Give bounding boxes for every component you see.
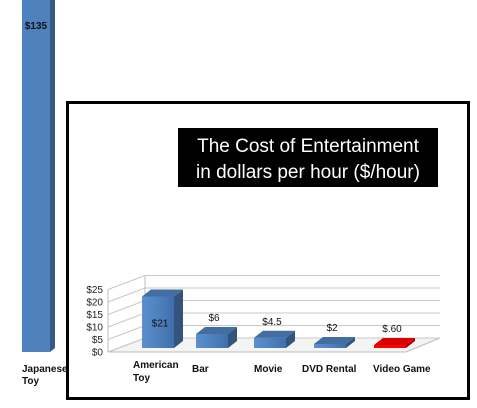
- bar-front: [254, 337, 286, 348]
- bar-side: [174, 289, 183, 348]
- category-label: American Toy: [133, 360, 179, 384]
- bar-value-label: $4.5: [262, 317, 282, 328]
- category-label: Bar: [192, 364, 209, 375]
- japanese-toy-bar: [22, 0, 50, 352]
- y-tick-label: $25: [86, 285, 103, 296]
- bar-value-label: $2: [326, 323, 338, 334]
- bar-5: $.60: [374, 324, 415, 348]
- japanese-toy-category-line-2: Toy: [22, 376, 39, 387]
- bar-side: [286, 330, 295, 348]
- bar-3: $4.5: [254, 317, 295, 348]
- bar-value-label: $6: [208, 313, 220, 324]
- y-tick-label: $20: [86, 298, 103, 309]
- bars: $21 $6 $4.5 $2 $.60: [142, 289, 415, 348]
- bar-1: $21: [142, 289, 183, 348]
- bar-top: [142, 289, 183, 297]
- japanese-toy-category-line-1: Japanese: [22, 364, 68, 375]
- bar-top: [314, 337, 355, 344]
- japanese-toy-category-label: Japanese Toy: [22, 364, 70, 387]
- category-label: Movie: [254, 364, 283, 375]
- y-tick-label: $15: [86, 310, 103, 321]
- bar-4: $2: [314, 323, 355, 348]
- bar-top: [196, 327, 237, 334]
- chart-title-box: [178, 128, 438, 187]
- bar-front: [374, 345, 406, 348]
- bar-front: [196, 334, 228, 348]
- bar-top: [254, 330, 295, 338]
- japanese-toy-bar-side: [50, 0, 55, 352]
- japanese-toy-value-label: $135: [25, 21, 48, 32]
- bar-2: $6: [196, 313, 237, 348]
- bar-value-label: $21: [152, 319, 169, 330]
- category-label: DVD Rental: [302, 364, 357, 375]
- y-tick-label: $5: [92, 335, 104, 346]
- japanese-toy-chart: $135 Japanese Toy: [22, 0, 70, 387]
- bar-front: [314, 344, 346, 348]
- chart-title-line-1: The Cost of Entertainment: [197, 136, 419, 157]
- bar-front: [142, 296, 174, 348]
- category-labels: American Toy Bar Movie DVD Rental Video Game: [133, 360, 431, 384]
- category-label: Video Game: [373, 364, 431, 375]
- bar-side: [406, 338, 415, 348]
- y-tick-label: $0: [92, 348, 104, 359]
- entertainment-cost-chart: $0 $5$10 $15$20 $25 $21 $6 $4.5 $2 $.60 America…: [86, 128, 441, 384]
- bar-value-label: $.60: [382, 324, 402, 335]
- bar-top: [374, 338, 415, 345]
- y-tick-label: $10: [86, 323, 103, 334]
- bar-side: [346, 337, 355, 348]
- chart-title-line-2: in dollars per hour ($/hour): [196, 162, 420, 183]
